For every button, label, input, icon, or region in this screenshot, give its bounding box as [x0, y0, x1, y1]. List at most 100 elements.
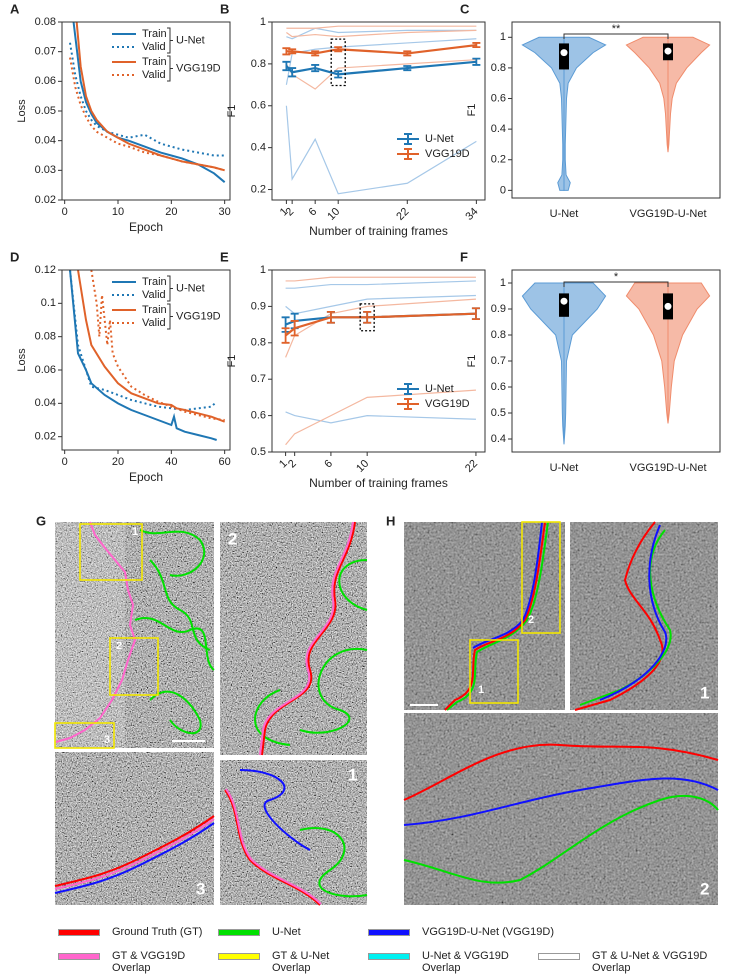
- legend-label: Train: [142, 56, 167, 68]
- legend-swatch: [58, 953, 100, 960]
- line-series: [72, 22, 226, 183]
- series-line: [286, 43, 477, 55]
- error-bar: [334, 46, 343, 53]
- image: [570, 522, 718, 710]
- significance: *: [614, 271, 619, 283]
- legend-swatch: [368, 929, 410, 936]
- line-series: [77, 270, 226, 423]
- legend-item: Ground Truth (GT): [58, 926, 202, 938]
- legend-swatch: [397, 133, 419, 145]
- legend-swatch: [58, 929, 100, 936]
- legend-group: U-Net: [176, 282, 205, 294]
- y-tick-label: 0.2: [251, 183, 266, 195]
- individual-line: [286, 27, 477, 40]
- y-tick-label: 1: [260, 264, 266, 276]
- contour: [54, 815, 215, 887]
- plot-frame: [61, 269, 231, 451]
- contour: [599, 524, 668, 701]
- error-bar: [472, 57, 481, 66]
- x-axis-label: Number of training frames: [309, 476, 448, 490]
- x-axis-label: Number of training frames: [309, 224, 448, 238]
- x-tick-label: 6: [322, 458, 335, 471]
- plot-frame: [511, 21, 721, 199]
- line-series: [69, 270, 218, 412]
- image: [55, 752, 214, 905]
- y-tick-label: 0.12: [35, 264, 56, 276]
- error-bar: [288, 48, 297, 55]
- significance-bracket: [563, 281, 669, 287]
- panel-label: H: [386, 513, 395, 528]
- error-bar: [311, 50, 320, 57]
- y-axis-label: Loss: [16, 348, 28, 372]
- median: [560, 297, 568, 305]
- error-bar: [326, 310, 335, 324]
- y-tick-label: 0.07: [35, 46, 56, 58]
- individual-line: [285, 280, 476, 289]
- legend-label: VGG19D: [425, 148, 470, 160]
- individual-line: [285, 298, 476, 358]
- zoom-box: [109, 637, 159, 696]
- panel-label: G: [36, 513, 46, 528]
- legend-label: U-Net: [425, 383, 454, 395]
- highlight-box: [330, 38, 346, 87]
- error-bar: [282, 47, 291, 56]
- y-tick-label: 0.9: [491, 303, 506, 315]
- legend-label: GT & U-Net & VGG19D Overlap: [592, 950, 708, 974]
- image-shade: [55, 522, 125, 748]
- y-tick-label: 0.5: [491, 407, 506, 419]
- plot-frame: [271, 21, 486, 201]
- x-tick-label: U-Net: [550, 208, 579, 220]
- legend-swatch: [538, 953, 580, 960]
- y-tick-label: 0.02: [35, 431, 56, 443]
- y-tick-label: 0.8: [491, 62, 506, 74]
- inset-label: 2: [116, 640, 122, 652]
- plot-frame: [271, 269, 486, 453]
- legend-swatch: [218, 953, 260, 960]
- legend-swatch: [368, 953, 410, 960]
- legend-swatch: [397, 398, 419, 410]
- panel-label: E: [220, 249, 229, 264]
- legend-label: Valid: [142, 69, 166, 81]
- y-tick-label: 0.7: [491, 355, 506, 367]
- contour: [239, 769, 311, 851]
- contour: [224, 789, 321, 906]
- y-tick-label: 0.02: [35, 194, 56, 206]
- legend-item: U-Net: [218, 926, 301, 938]
- x-tick-label: 10: [354, 458, 371, 475]
- legend-label: VGG19D-U-Net (VGG19D): [422, 926, 555, 938]
- y-tick-label: 0.04: [35, 397, 56, 409]
- zoom-box: [54, 722, 115, 749]
- y-tick-label: 0.5: [251, 446, 266, 458]
- x-axis-label: Epoch: [129, 470, 163, 484]
- violin-half: [625, 282, 669, 424]
- error-bar: [363, 310, 372, 324]
- y-tick-label: 0.08: [35, 16, 56, 28]
- individual-line: [286, 25, 477, 29]
- legend-item: GT & U-Net Overlap: [218, 950, 329, 974]
- violin-half: [563, 282, 607, 445]
- error-bar: [282, 60, 291, 72]
- contour: [261, 521, 356, 756]
- legend-swatch: [397, 383, 419, 395]
- panel-label: C: [460, 1, 470, 16]
- y-tick-label: 0.4: [491, 433, 506, 445]
- image-panel-h: H 2 1 1 2: [386, 513, 719, 905]
- contour: [403, 743, 719, 801]
- contour: [446, 521, 549, 711]
- series-line: [284, 312, 476, 337]
- error-bar: [334, 70, 343, 79]
- inset-label: 1: [348, 765, 357, 784]
- y-axis-label: F1: [226, 105, 238, 118]
- image: [220, 760, 367, 905]
- legend-group: VGG19D: [176, 62, 221, 74]
- contour: [54, 822, 215, 894]
- y-tick-label: 0.08: [35, 331, 56, 343]
- legend-label: Valid: [142, 41, 166, 53]
- legend-label: Ground Truth (GT): [112, 926, 203, 938]
- individual-line: [285, 294, 476, 315]
- error-bar: [281, 327, 290, 344]
- median: [560, 49, 568, 57]
- image: [404, 713, 718, 905]
- legend: Ground Truth (GT) U-Net VGG19D-U-Net (VGG1…: [0, 918, 731, 974]
- x-tick-label: U-Net: [550, 462, 579, 474]
